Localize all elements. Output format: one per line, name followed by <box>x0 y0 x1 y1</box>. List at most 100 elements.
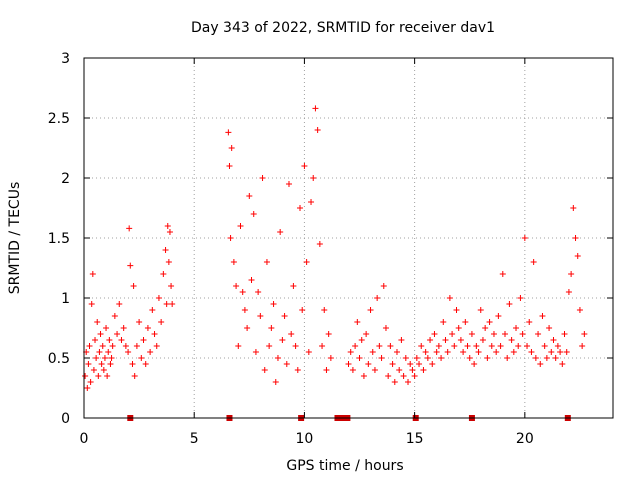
data-point <box>563 349 570 355</box>
data-point <box>144 325 151 331</box>
data-point <box>252 349 259 355</box>
data-point <box>396 367 403 373</box>
data-point <box>462 319 469 325</box>
data-point <box>155 295 162 301</box>
data-point <box>98 361 105 367</box>
data-point <box>169 301 176 307</box>
data-point <box>103 325 110 331</box>
data-point <box>411 373 418 379</box>
data-point <box>453 307 460 313</box>
y-tick-label: 2 <box>61 171 70 187</box>
y-tick-label: 0.5 <box>48 351 70 367</box>
data-point <box>490 331 497 337</box>
data-point <box>360 373 367 379</box>
data-point <box>288 331 295 337</box>
data-point <box>519 331 526 337</box>
data-point <box>510 349 517 355</box>
data-point <box>387 343 394 349</box>
data-point <box>455 325 462 331</box>
data-point <box>106 337 113 343</box>
data-point <box>561 331 568 337</box>
data-point <box>314 127 321 133</box>
data-point <box>290 283 297 289</box>
data-point <box>321 307 328 313</box>
data-point <box>457 337 464 343</box>
data-point <box>543 355 550 361</box>
data-point <box>382 325 389 331</box>
data-point <box>122 343 129 349</box>
data-point <box>89 271 96 277</box>
data-point <box>513 325 520 331</box>
data-point <box>499 271 506 277</box>
data-points <box>82 105 588 391</box>
data-point <box>86 343 93 349</box>
data-point <box>108 355 115 361</box>
data-point <box>570 205 577 211</box>
data-point <box>554 343 561 349</box>
data-point <box>365 361 372 367</box>
data-point <box>165 259 172 265</box>
data-point <box>552 355 559 361</box>
data-point <box>129 361 136 367</box>
data-point <box>444 349 451 355</box>
x-tick-label: 15 <box>406 431 424 447</box>
data-point <box>266 343 273 349</box>
data-point <box>424 355 431 361</box>
data-point <box>96 349 103 355</box>
data-point <box>420 367 427 373</box>
data-point <box>515 343 522 349</box>
x-tick-label: 0 <box>80 431 89 447</box>
data-point <box>446 295 453 301</box>
data-point <box>532 355 539 361</box>
data-point <box>268 325 275 331</box>
data-point <box>85 361 92 367</box>
data-point <box>451 343 458 349</box>
data-point <box>572 235 579 241</box>
data-point <box>407 361 414 367</box>
data-point <box>378 355 385 361</box>
data-point <box>565 289 572 295</box>
data-point <box>227 235 234 241</box>
data-point <box>524 343 531 349</box>
data-point <box>449 331 456 337</box>
data-point <box>127 262 134 269</box>
data-point <box>548 349 555 355</box>
data-point <box>87 379 94 385</box>
data-point <box>482 325 489 331</box>
data-point <box>133 343 140 349</box>
data-point <box>477 307 484 313</box>
data-point <box>468 331 475 337</box>
data-point <box>405 379 412 385</box>
data-point <box>435 343 442 349</box>
data-point <box>140 337 147 343</box>
data-point <box>471 361 478 367</box>
data-point <box>579 343 586 349</box>
data-point <box>488 343 495 349</box>
data-point <box>261 367 268 373</box>
data-point <box>237 223 244 229</box>
data-point <box>312 105 319 112</box>
data-point <box>116 301 123 307</box>
x-tick-label: 5 <box>190 431 199 447</box>
data-point <box>100 367 107 373</box>
data-point <box>422 349 429 355</box>
data-point <box>363 331 370 337</box>
data-point <box>164 223 171 229</box>
data-point <box>464 343 471 349</box>
data-point <box>479 337 486 343</box>
data-point <box>131 373 138 379</box>
data-point <box>246 193 253 199</box>
data-point <box>427 337 434 343</box>
data-point <box>371 367 378 373</box>
x-tick-label: 10 <box>296 431 314 447</box>
data-point <box>380 283 387 289</box>
data-point <box>294 367 301 373</box>
data-point <box>244 325 251 331</box>
data-point <box>109 343 116 349</box>
data-point <box>105 349 112 355</box>
data-point <box>349 367 356 373</box>
data-point <box>283 361 290 367</box>
data-point <box>255 289 262 295</box>
data-point <box>292 343 299 349</box>
